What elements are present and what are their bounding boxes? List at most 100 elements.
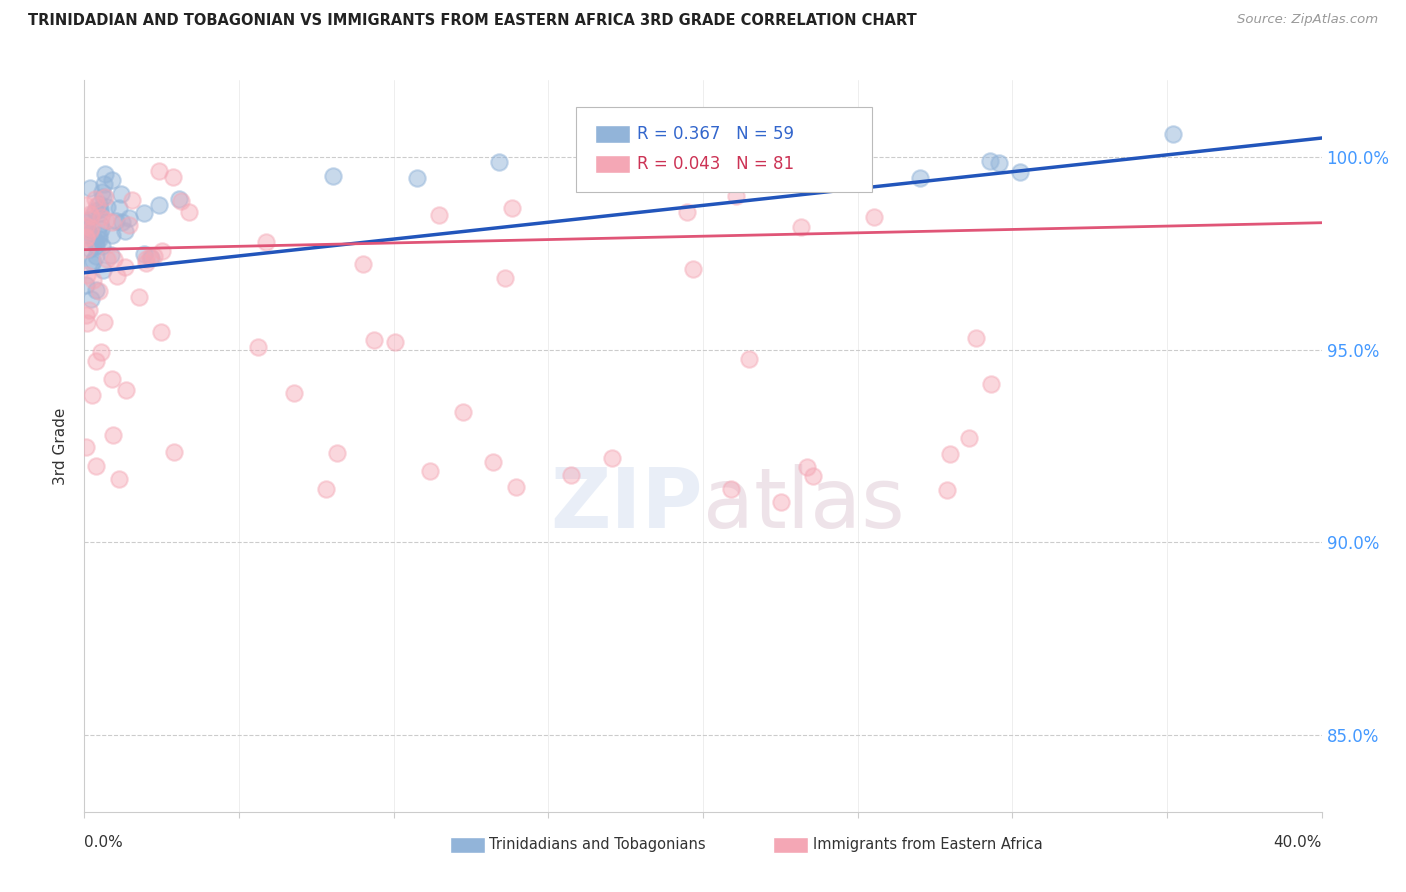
Point <box>167 192 190 206</box>
Point <box>100 227 122 242</box>
Point <box>90 210 112 224</box>
Point <box>738 352 761 367</box>
Point <box>1008 165 1031 179</box>
Point <box>83 233 105 247</box>
Point <box>162 169 184 184</box>
Point <box>505 481 527 495</box>
Point <box>107 269 129 284</box>
Point <box>101 173 124 187</box>
Point <box>89 206 111 220</box>
Point <box>93 315 115 329</box>
Point <box>82 229 104 244</box>
Point <box>82 273 104 287</box>
Point <box>79 207 101 221</box>
Point <box>560 468 582 483</box>
Point <box>86 459 108 474</box>
Point <box>96 252 118 267</box>
Point <box>957 431 980 445</box>
Point <box>863 210 886 224</box>
Point <box>94 167 117 181</box>
Point <box>76 317 98 331</box>
Point <box>75 308 97 322</box>
Point <box>488 154 510 169</box>
Point <box>82 254 104 268</box>
Point <box>170 194 193 208</box>
Text: TRINIDADIAN AND TOBAGONIAN VS IMMIGRANTS FROM EASTERN AFRICA 3RD GRADE CORRELATI: TRINIDADIAN AND TOBAGONIAN VS IMMIGRANTS… <box>28 13 917 29</box>
Point <box>80 221 103 235</box>
Point <box>980 376 1002 391</box>
Point <box>132 247 155 261</box>
Point <box>965 331 987 345</box>
Point <box>80 292 103 306</box>
Point <box>419 464 441 478</box>
Point <box>939 447 962 461</box>
Point <box>769 495 792 509</box>
Point <box>91 190 114 204</box>
Point <box>82 256 104 270</box>
Point <box>979 153 1001 168</box>
Point <box>93 263 115 277</box>
Point <box>121 193 143 207</box>
Point <box>135 256 157 270</box>
Point <box>139 250 162 264</box>
Point <box>90 344 112 359</box>
Text: R = 0.367   N = 59: R = 0.367 N = 59 <box>637 125 794 143</box>
Point <box>1161 128 1184 142</box>
Point <box>101 215 124 229</box>
Text: ZIP: ZIP <box>551 464 703 545</box>
Point <box>79 243 101 257</box>
Text: atlas: atlas <box>703 464 904 545</box>
Point <box>101 427 124 442</box>
Point <box>254 235 277 250</box>
Point <box>246 340 269 354</box>
Text: Immigrants from Eastern Africa: Immigrants from Eastern Africa <box>813 838 1042 852</box>
Point <box>84 203 107 218</box>
Point <box>494 271 516 285</box>
Point <box>90 221 112 235</box>
Point <box>163 445 186 459</box>
Point <box>326 446 349 460</box>
Point <box>75 220 97 235</box>
Point <box>89 202 111 216</box>
Point <box>139 251 162 265</box>
Point <box>75 215 97 229</box>
Text: R = 0.043   N = 81: R = 0.043 N = 81 <box>637 155 794 173</box>
Point <box>105 214 128 228</box>
Point <box>84 284 107 298</box>
Point <box>89 285 111 299</box>
Point <box>114 224 136 238</box>
Text: 0.0%: 0.0% <box>84 836 124 850</box>
Point <box>77 303 100 318</box>
Point <box>84 353 107 368</box>
Point <box>149 325 172 339</box>
Point <box>93 177 115 191</box>
Point <box>77 212 100 227</box>
Text: 40.0%: 40.0% <box>1274 836 1322 850</box>
Point <box>111 215 134 229</box>
Point <box>107 201 129 215</box>
Point <box>94 212 117 227</box>
Point <box>720 483 742 497</box>
Point <box>79 180 101 194</box>
Point <box>108 472 131 486</box>
Point <box>384 335 406 350</box>
Point <box>114 260 136 275</box>
Point <box>79 224 101 238</box>
Point <box>936 483 959 498</box>
Point <box>84 238 107 252</box>
Point <box>482 455 505 469</box>
Point <box>75 230 97 244</box>
Point <box>75 277 97 292</box>
Point <box>716 166 738 180</box>
Point <box>790 219 813 234</box>
Point <box>315 482 337 496</box>
Point <box>806 147 828 161</box>
Point <box>89 232 111 246</box>
Point <box>76 268 98 282</box>
Point <box>83 192 105 206</box>
Point <box>87 227 110 242</box>
Point <box>96 200 118 214</box>
Point <box>117 218 139 232</box>
Point <box>150 244 173 258</box>
Point <box>86 198 108 212</box>
